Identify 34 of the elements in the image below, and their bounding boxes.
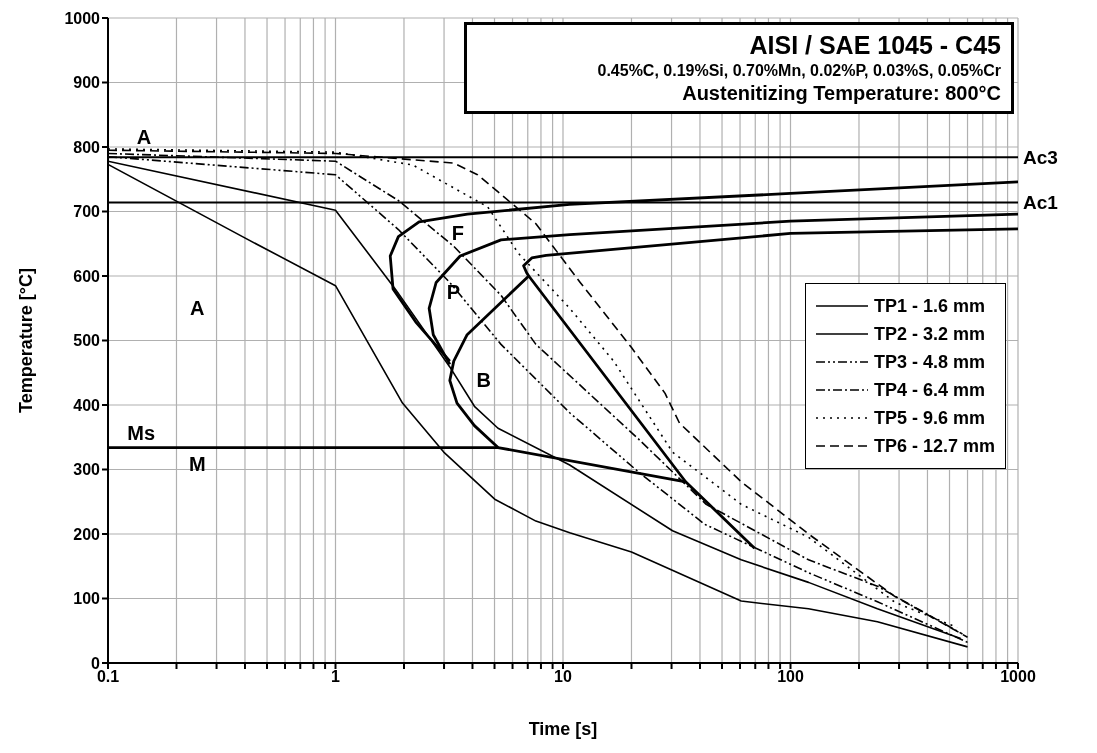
title-box: AISI / SAE 1045 - C45 0.45%C, 0.19%Si, 0.70%Mn, 0.02%P, 0.03%S, 0.05%Cr Austenitizing Temperature: 800°C — [464, 22, 1014, 114]
y-tick-label: 900 — [73, 74, 101, 92]
ref-line-label: Ac1 — [1023, 192, 1059, 214]
y-axis-title: Temperature [°C] — [16, 268, 37, 413]
legend-label: TP6 - 12.7 mm — [873, 435, 995, 457]
y-tick-label: 1000 — [64, 9, 101, 27]
y-tick-label: 200 — [73, 525, 101, 543]
y-tick-label: 500 — [73, 332, 101, 350]
x-tick-label: 100 — [777, 668, 804, 686]
legend-label: TP3 - 4.8 mm — [873, 351, 985, 373]
ref-line-label: Ac3 — [1023, 147, 1058, 169]
annotation: A — [190, 297, 205, 320]
annotation: A — [136, 125, 152, 148]
y-tick-label: 300 — [73, 461, 101, 479]
y-tick-label: 400 — [73, 396, 101, 414]
annotation: P — [446, 281, 461, 304]
x-tick-label: 1 — [331, 668, 341, 686]
annotation: M — [189, 453, 206, 476]
x-tick-label: 10 — [554, 668, 572, 686]
x-tick-label: 1000 — [1000, 668, 1036, 686]
y-tick-label: 800 — [73, 138, 101, 156]
legend-label: TP4 - 6.4 mm — [873, 379, 985, 401]
y-tick-label: 100 — [73, 590, 101, 608]
legend-label: TP1 - 1.6 mm — [873, 295, 985, 317]
y-tick-label: 600 — [73, 267, 101, 285]
annotation: Ms — [127, 421, 156, 444]
x-axis-title: Time [s] — [528, 719, 598, 739]
annotation: F — [451, 221, 464, 244]
x-tick-label: 0.1 — [96, 668, 120, 686]
legend-label: TP5 - 9.6 mm — [873, 407, 985, 429]
annotation: Austenitizing Temperature: 800°C — [681, 82, 1001, 105]
annotation: B — [476, 368, 491, 391]
legend-label: TP2 - 3.2 mm — [873, 323, 985, 345]
y-tick-label: 700 — [73, 203, 101, 221]
